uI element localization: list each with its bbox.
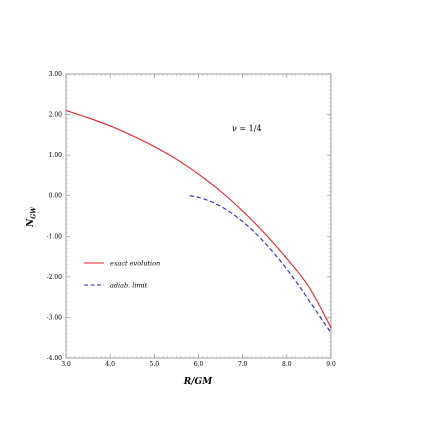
legend-label-adiab-limit: adiab. limit	[110, 282, 148, 290]
tick-labels: 3.0 4.0 5.0 6.0 7.0 8.0 9.0 3.00 2.00 1.00 0.00 -1.…	[47, 71, 336, 368]
y-tick-label: -3.00	[47, 314, 63, 321]
series-line-adiab-limit	[189, 195, 332, 334]
y-axis-label-sub: GW	[31, 206, 38, 219]
y-tick-label: -2.00	[47, 274, 63, 281]
x-tick-label: 9.0	[326, 361, 336, 368]
x-tick-label: 6.0	[194, 361, 204, 368]
series-lines	[65, 109, 332, 334]
x-axis-label: R/GM	[183, 377, 213, 387]
y-tick-label: 2.00	[49, 112, 63, 119]
x-tick-label: 8.0	[282, 361, 292, 368]
y-tick-label: 1.00	[49, 152, 63, 159]
x-tick-label: 3.0	[61, 361, 71, 368]
y-tick-label: 0.00	[49, 193, 63, 200]
x-tick-label: 7.0	[238, 361, 248, 368]
y-tick-label: -4.00	[47, 355, 63, 362]
y-axis-label: NGW	[26, 206, 38, 228]
legend: exact evolution adiab. limit	[84, 260, 160, 290]
ticks	[65, 73, 332, 359]
y-tick-label: 3.00	[49, 71, 63, 78]
svg-text:NGW: NGW	[26, 206, 38, 228]
y-axis-label-main: N	[26, 218, 36, 228]
legend-label-exact-evolution: exact evolution	[110, 260, 160, 268]
x-tick-label: 5.0	[150, 361, 160, 368]
x-tick-label: 4.0	[105, 361, 115, 368]
series-line-exact-evolution	[65, 109, 332, 328]
y-tick-label: -1.00	[47, 233, 63, 240]
nu-annotation: ν = 1/4	[232, 124, 262, 133]
